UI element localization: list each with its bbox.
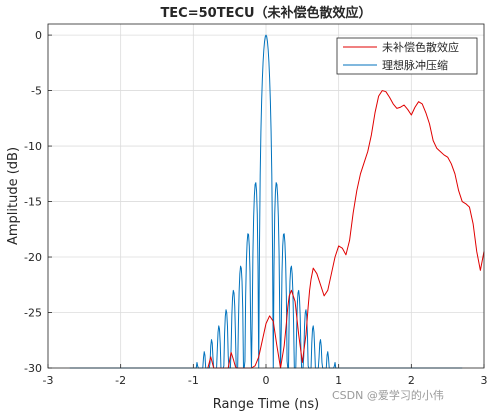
y-tick-label-0: 0 bbox=[35, 29, 42, 42]
legend: 未补偿色散效应 理想脉冲压缩 bbox=[336, 37, 478, 75]
x-tick-label-1: -2 bbox=[115, 374, 126, 387]
y-tick-label-6: -30 bbox=[24, 362, 42, 375]
x-tick-label-6: 3 bbox=[481, 374, 488, 387]
legend-label-uncompensated: 未补偿色散效应 bbox=[382, 40, 459, 54]
x-tick-label-0: -3 bbox=[43, 374, 54, 387]
x-tick-label-4: 1 bbox=[335, 374, 342, 387]
chart-title: TEC=50TECU（未补偿色散效应） bbox=[160, 5, 371, 21]
y-tick-label-3: -15 bbox=[24, 196, 42, 209]
y-tick-label-5: -25 bbox=[24, 307, 42, 320]
legend-box bbox=[336, 37, 478, 75]
x-axis-label: Range Time (ns) bbox=[213, 397, 319, 412]
x-tick-label-3: 0 bbox=[263, 374, 270, 387]
y-tick-label-2: -10 bbox=[24, 140, 42, 153]
legend-label-ideal: 理想脉冲压缩 bbox=[382, 58, 448, 72]
y-tick-label-4: -20 bbox=[24, 251, 42, 264]
y-axis-label: Amplitude (dB) bbox=[6, 147, 21, 245]
x-tick-label-2: -1 bbox=[188, 374, 199, 387]
x-tick-label-5: 2 bbox=[408, 374, 415, 387]
ticks: -3 -2 -1 0 1 2 30-5-10-15-20-25-30 bbox=[24, 29, 487, 387]
y-tick-label-1: -5 bbox=[31, 85, 42, 98]
watermark: CSDN @爱学习的小伟 bbox=[332, 388, 444, 402]
